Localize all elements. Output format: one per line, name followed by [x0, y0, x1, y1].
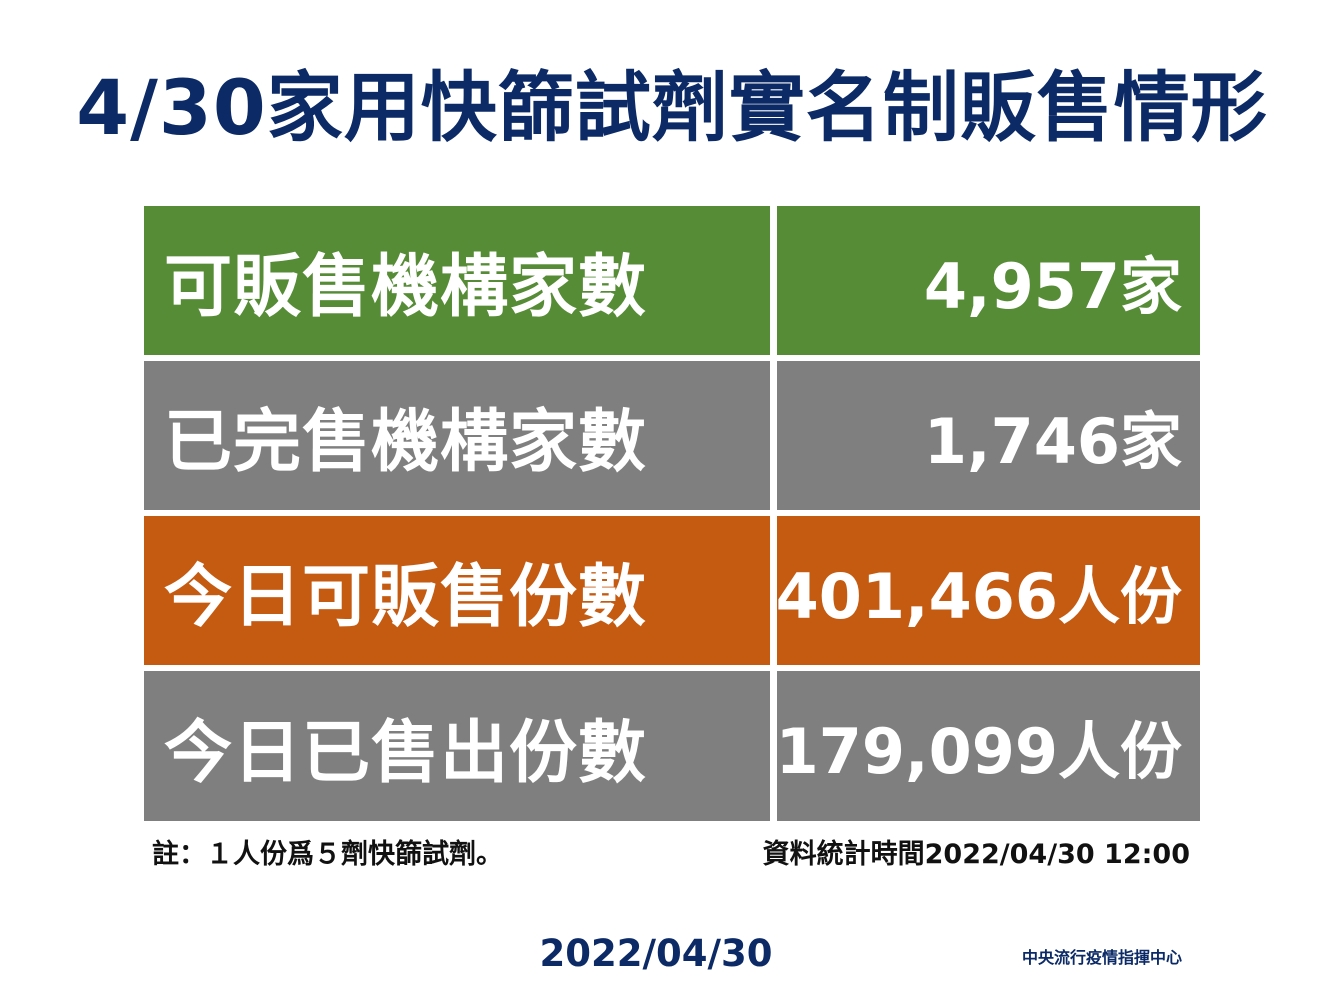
- stats-time: 資料統計時間2022/04/30 12:00: [762, 839, 1190, 870]
- table-row: 今日可販售份數 401,466人份: [144, 516, 1200, 665]
- row-label-available-institutions: 可販售機構家數: [144, 206, 770, 355]
- row-value-available-portions: 401,466人份: [776, 516, 1200, 665]
- footnote: 註：１人份爲５劑快篩試劑。: [152, 839, 503, 870]
- row-label-available-portions: 今日可販售份數: [144, 516, 770, 665]
- row-value-soldout-institutions: 1,746家: [777, 361, 1200, 510]
- table-row: 可販售機構家數 4,957家: [144, 206, 1200, 355]
- row-value-available-institutions: 4,957家: [777, 206, 1200, 355]
- row-label-sold-portions: 今日已售出份數: [144, 671, 770, 821]
- table-row: 今日已售出份數 179,099人份: [144, 671, 1200, 821]
- footer-organization: 中央流行疫情指揮中心: [1021, 948, 1182, 967]
- table-row: 已完售機構家數 1,746家: [144, 361, 1200, 510]
- row-label-soldout-institutions: 已完售機構家數: [144, 361, 770, 510]
- page-title: 4/30家用快篩試劑實名制販售情形: [76, 63, 1268, 152]
- footer-date: 2022/04/30: [539, 932, 773, 975]
- row-value-sold-portions: 179,099人份: [776, 671, 1200, 821]
